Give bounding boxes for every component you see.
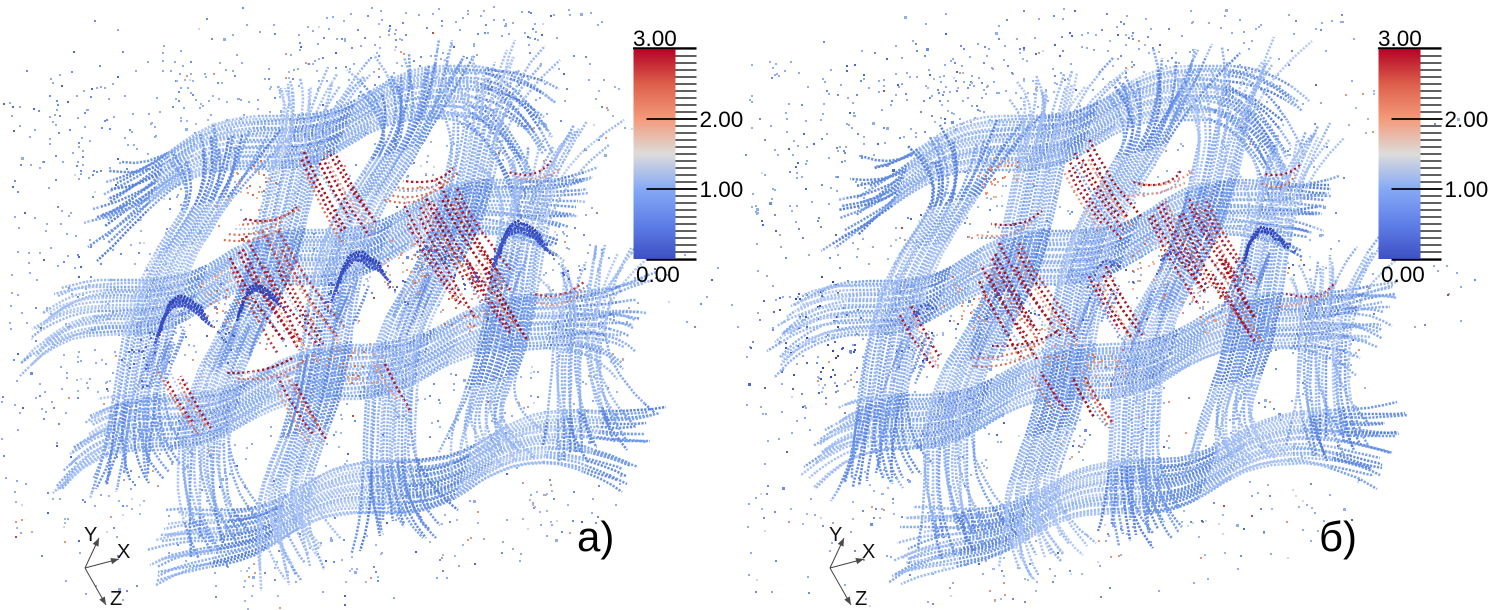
svg-text:0.00: 0.00 [1381,262,1425,287]
svg-text:0.00: 0.00 [636,262,680,287]
svg-text:2.00: 2.00 [1445,107,1489,132]
svg-text:2.00: 2.00 [700,107,744,132]
svg-text:а): а) [577,513,614,560]
svg-text:б): б) [1319,513,1357,560]
svg-text:X: X [117,541,130,563]
svg-text:3.00: 3.00 [1378,26,1422,51]
svg-text:Z: Z [855,588,867,610]
svg-text:1.00: 1.00 [700,177,744,202]
svg-text:Y: Y [84,524,97,546]
svg-text:Y: Y [829,524,842,546]
svg-text:Z: Z [110,588,122,610]
svg-text:X: X [862,541,875,563]
svg-text:3.00: 3.00 [633,26,677,51]
svg-text:1.00: 1.00 [1445,177,1489,202]
